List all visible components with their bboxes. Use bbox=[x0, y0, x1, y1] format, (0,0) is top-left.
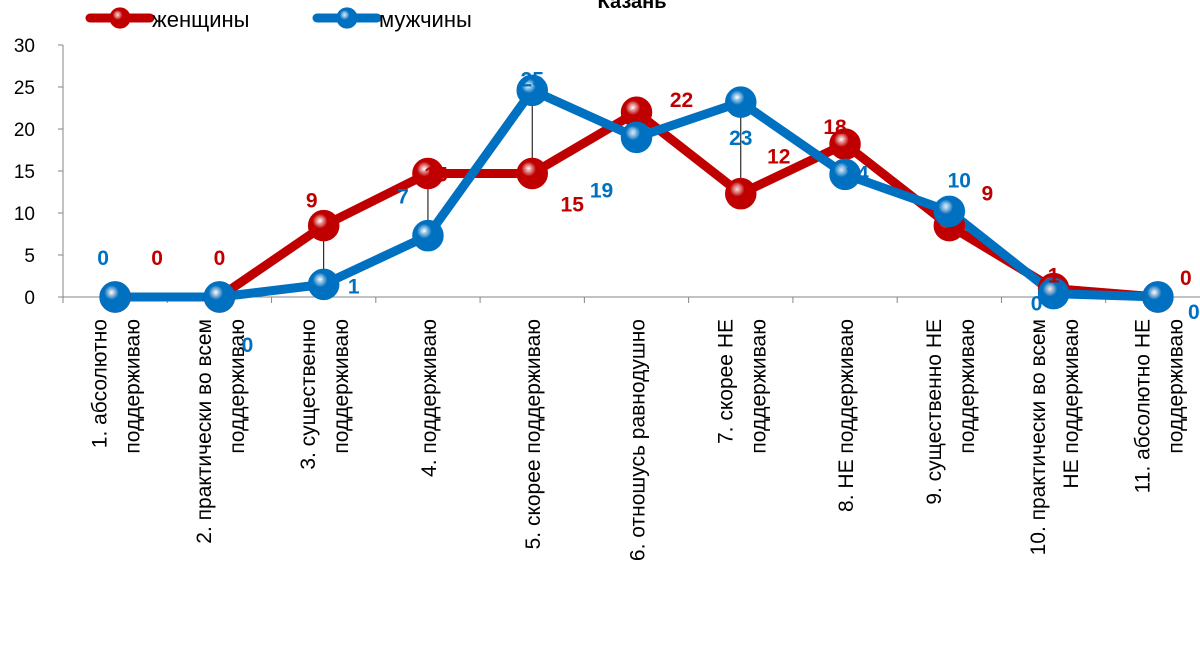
x-category-label-line: поддерживаю bbox=[747, 319, 770, 454]
data-label-men: 0 bbox=[97, 247, 109, 270]
x-category-label-line: 9. существенно НЕ bbox=[923, 319, 946, 505]
chart-title: Казань bbox=[598, 0, 667, 13]
data-point-men bbox=[829, 158, 861, 191]
data-point-men bbox=[1037, 277, 1070, 310]
data-point-men bbox=[99, 281, 131, 313]
y-tick-label: 15 bbox=[14, 162, 35, 183]
data-label-men: 0 bbox=[1031, 293, 1043, 316]
x-category-label-line: поддерживаю bbox=[226, 319, 249, 454]
data-label-men: 1 bbox=[348, 275, 360, 298]
data-point-women bbox=[516, 157, 548, 190]
data-label-women: 22 bbox=[670, 89, 693, 112]
data-label-women: 9 bbox=[306, 190, 318, 213]
data-label-men: 19 bbox=[590, 179, 613, 202]
data-label-women: 15 bbox=[424, 164, 448, 187]
data-label-women: 0 bbox=[214, 247, 226, 270]
x-category-label: 3. существенно поддерживаю bbox=[297, 319, 353, 470]
x-category-label: 4. поддерживаю bbox=[418, 319, 441, 477]
data-point-women bbox=[412, 157, 444, 190]
x-category-label-line: поддерживаю bbox=[1164, 319, 1187, 454]
data-label-women: 9 bbox=[981, 183, 993, 206]
x-category-label-line: поддерживаю bbox=[122, 319, 145, 454]
x-category-label: 6. отношусь равнодушно bbox=[627, 319, 650, 561]
legend-label: женщины bbox=[152, 7, 249, 32]
data-label-men: 0 bbox=[242, 334, 254, 357]
data-point-men bbox=[412, 219, 444, 252]
x-category-label-line: 3. существенно bbox=[297, 319, 320, 470]
x-category-label-line: 6. отношусь равнодушно bbox=[627, 319, 650, 561]
y-tick-label: 25 bbox=[14, 78, 35, 99]
data-label-men: 0 bbox=[1188, 301, 1200, 324]
data-point-men bbox=[933, 195, 966, 228]
y-tick-label: 0 bbox=[24, 288, 35, 309]
data-label-women: 12 bbox=[767, 146, 790, 169]
x-category-label: 8. НЕ поддерживаю bbox=[835, 319, 858, 512]
data-point-men bbox=[725, 86, 757, 118]
y-tick-label: 20 bbox=[14, 120, 35, 141]
data-point-men bbox=[307, 268, 340, 301]
data-point-women bbox=[307, 209, 340, 242]
data-label-women: 0 bbox=[151, 247, 163, 270]
y-tick-label: 30 bbox=[14, 36, 35, 57]
x-category-label-line: 7. скорее НЕ bbox=[714, 319, 737, 444]
data-label-women: 15 bbox=[561, 194, 585, 217]
x-category-label-line: поддерживаю bbox=[956, 319, 979, 454]
data-point-women bbox=[725, 177, 757, 210]
x-category-label: 9. существенно НЕ поддерживаю bbox=[923, 319, 979, 505]
x-category-label-line: 1. абсолютно bbox=[89, 319, 112, 448]
x-category-label-line: 11. абсолютно НЕ bbox=[1131, 319, 1154, 493]
x-category-label: 5. скорее поддерживаю bbox=[522, 319, 545, 549]
legend-marker bbox=[109, 7, 131, 29]
x-category-label-line: 10. практически во всем bbox=[1027, 319, 1050, 555]
x-category-label-line: НЕ поддерживаю bbox=[1060, 319, 1083, 489]
legend: женщины мужчины bbox=[85, 7, 472, 32]
data-label-women: 18 bbox=[823, 116, 847, 139]
data-label-women: 1 bbox=[1048, 265, 1060, 288]
data-label-women: 0 bbox=[1180, 267, 1192, 290]
x-category-label: 1. абсолютно поддерживаю bbox=[89, 319, 145, 454]
data-label-men: 25 bbox=[521, 68, 545, 91]
data-point-men bbox=[620, 121, 653, 154]
series-group bbox=[99, 74, 1174, 313]
y-tick-label: 5 bbox=[24, 246, 35, 267]
legend-marker bbox=[336, 7, 358, 29]
data-label-men: 10 bbox=[948, 169, 971, 192]
data-point-men bbox=[203, 281, 236, 313]
x-category-label-line: 5. скорее поддерживаю bbox=[522, 319, 545, 549]
data-label-men: 7 bbox=[397, 186, 409, 209]
data-point-men bbox=[516, 74, 548, 107]
data-point-men bbox=[1142, 281, 1174, 313]
x-category-label-line: 2. практически во всем bbox=[193, 319, 216, 544]
x-category-label: 2. практически во всем поддерживаю bbox=[193, 319, 249, 544]
x-category-label-line: 8. НЕ поддерживаю bbox=[835, 319, 858, 512]
x-category-label: 10. практически во всем НЕ поддерживаю bbox=[1027, 319, 1083, 555]
x-category-label-line: 4. поддерживаю bbox=[418, 319, 441, 477]
x-category-label: 7. скорее НЕ поддерживаю bbox=[714, 319, 770, 454]
data-label-men: 14 bbox=[845, 162, 869, 185]
x-category-label: 11. абсолютно НЕ поддерживаю bbox=[1131, 319, 1187, 493]
data-label-men: 23 bbox=[729, 127, 752, 150]
y-tick-label: 10 bbox=[14, 204, 35, 225]
legend-label: мужчины bbox=[379, 7, 472, 32]
x-category-label-line: поддерживаю bbox=[330, 319, 353, 454]
